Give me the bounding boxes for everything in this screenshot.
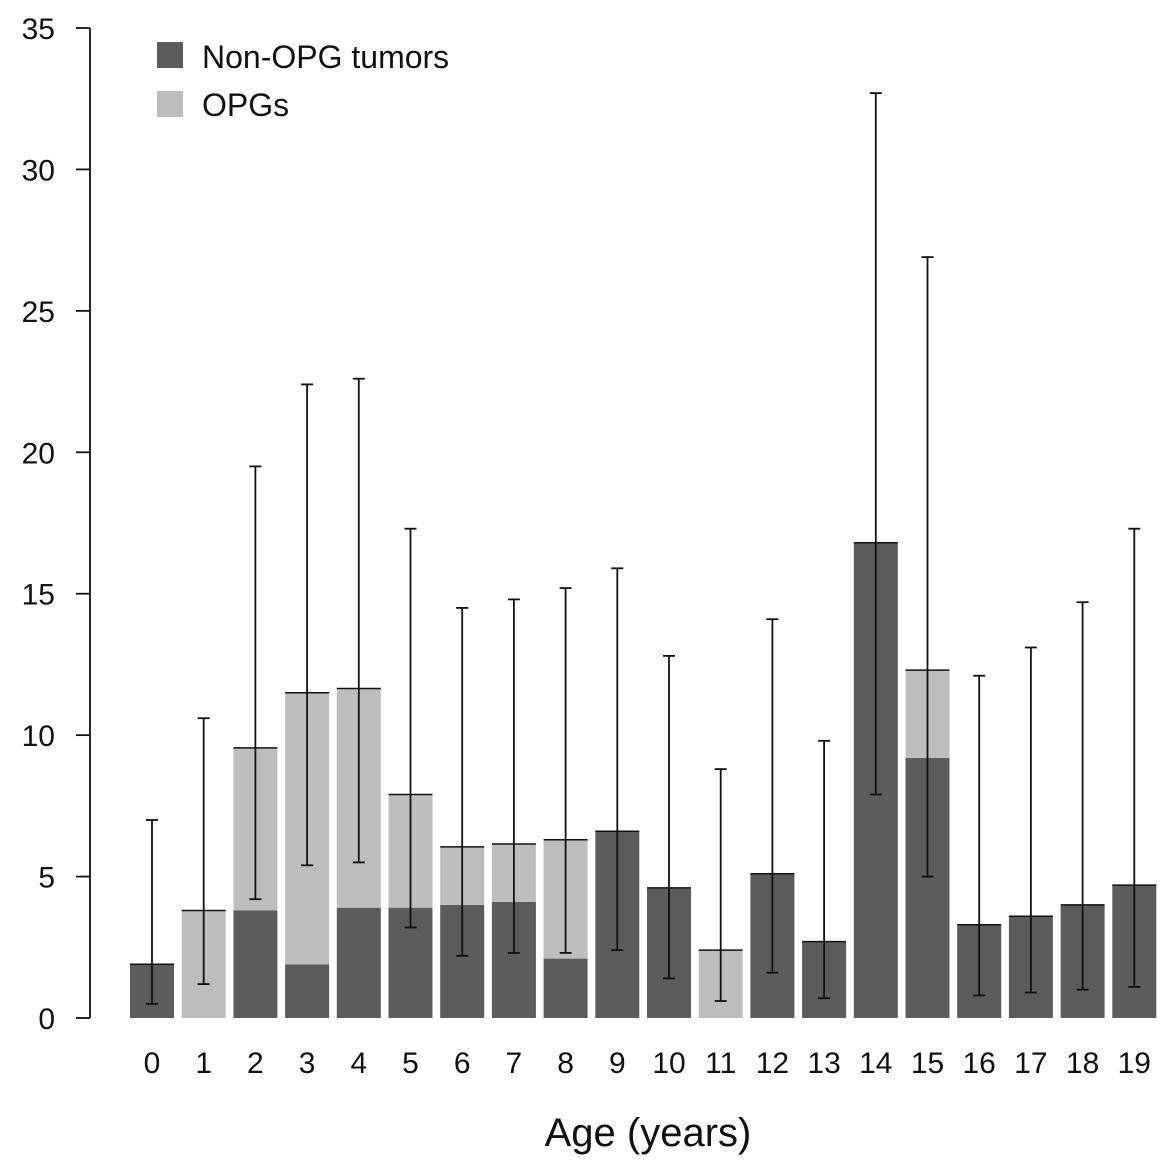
error-bar-age-8 xyxy=(559,587,572,954)
x-tick-label-16: 16 xyxy=(963,1047,996,1080)
x-tick-label-0: 0 xyxy=(144,1047,161,1080)
error-bars-layer xyxy=(146,92,1141,1005)
error-bar-age-12 xyxy=(766,618,779,974)
error-bar-age-15 xyxy=(921,256,934,878)
legend: Non-OPG tumors OPGs xyxy=(157,39,449,123)
x-tick-label-19: 19 xyxy=(1118,1047,1151,1080)
y-axis: 0 5 10 15 20 25 30 35 xyxy=(22,13,91,1036)
error-bar-age-10 xyxy=(663,655,675,980)
x-tick-label-12: 12 xyxy=(756,1047,789,1080)
x-tick-label-4: 4 xyxy=(350,1047,367,1080)
x-tick-label-2: 2 xyxy=(247,1047,264,1080)
y-tick-label-35: 35 xyxy=(22,13,55,46)
error-bar-age-16 xyxy=(973,674,986,997)
x-axis: 0 1 2 3 4 5 6 7 8 9 10 11 12 13 14 15 16 17 18 19 xyxy=(144,1047,1151,1080)
legend-label-non-opg: Non-OPG tumors xyxy=(202,39,449,75)
x-tick-label-6: 6 xyxy=(454,1047,471,1080)
error-bar-age-2 xyxy=(249,465,262,901)
error-bar-age-9 xyxy=(611,567,624,951)
x-tick-label-11: 11 xyxy=(705,1047,736,1080)
x-tick-label-3: 3 xyxy=(299,1047,316,1080)
error-bar-age-6 xyxy=(456,607,469,957)
error-bar-age-0 xyxy=(146,819,158,1005)
error-bar-age-1 xyxy=(197,717,210,985)
bar-non-opg-age-8 xyxy=(543,958,588,1018)
x-tick-label-13: 13 xyxy=(807,1047,840,1080)
x-tick-label-10: 10 xyxy=(652,1047,685,1080)
x-tick-label-17: 17 xyxy=(1014,1047,1047,1080)
y-tick-label-10: 10 xyxy=(22,720,55,753)
y-tick-label-20: 20 xyxy=(22,437,55,470)
x-axis-title: Age (years) xyxy=(545,1111,752,1155)
x-tick-label-8: 8 xyxy=(557,1047,574,1080)
error-bar-age-5 xyxy=(404,527,417,929)
x-tick-label-1: 1 xyxy=(195,1047,212,1080)
x-tick-label-18: 18 xyxy=(1066,1047,1099,1080)
error-bar-age-17 xyxy=(1024,646,1037,994)
y-tick-label-5: 5 xyxy=(38,862,55,895)
x-tick-label-9: 9 xyxy=(609,1047,626,1080)
y-tick-label-0: 0 xyxy=(38,1003,55,1036)
legend-item-non-opg: Non-OPG tumors xyxy=(157,39,449,75)
x-tick-label-14: 14 xyxy=(859,1047,892,1080)
x-tick-label-15: 15 xyxy=(911,1047,944,1080)
legend-swatch-non-opg xyxy=(157,42,183,68)
x-tick-label-5: 5 xyxy=(402,1047,419,1080)
y-tick-label-25: 25 xyxy=(22,296,55,329)
error-bar-age-18 xyxy=(1076,601,1089,991)
bar-non-opg-age-3 xyxy=(285,964,330,1018)
error-bar-age-13 xyxy=(818,739,831,1000)
bars-layer xyxy=(130,542,1157,1018)
legend-label-opgs: OPGs xyxy=(202,87,289,123)
x-tick-label-7: 7 xyxy=(506,1047,523,1080)
bar-non-opg-age-4 xyxy=(336,907,381,1018)
legend-item-opgs: OPGs xyxy=(157,87,289,123)
error-bar-age-4 xyxy=(352,377,365,864)
error-bar-age-11 xyxy=(714,768,727,1002)
error-bar-age-19 xyxy=(1128,527,1141,988)
legend-swatch-opgs xyxy=(157,91,183,117)
error-bar-age-3 xyxy=(301,383,314,867)
y-tick-label-30: 30 xyxy=(22,154,55,187)
error-bar-age-7 xyxy=(507,598,520,954)
error-bar-age-14 xyxy=(869,92,882,796)
bar-non-opg-age-2 xyxy=(233,910,278,1018)
y-tick-label-15: 15 xyxy=(22,579,55,612)
